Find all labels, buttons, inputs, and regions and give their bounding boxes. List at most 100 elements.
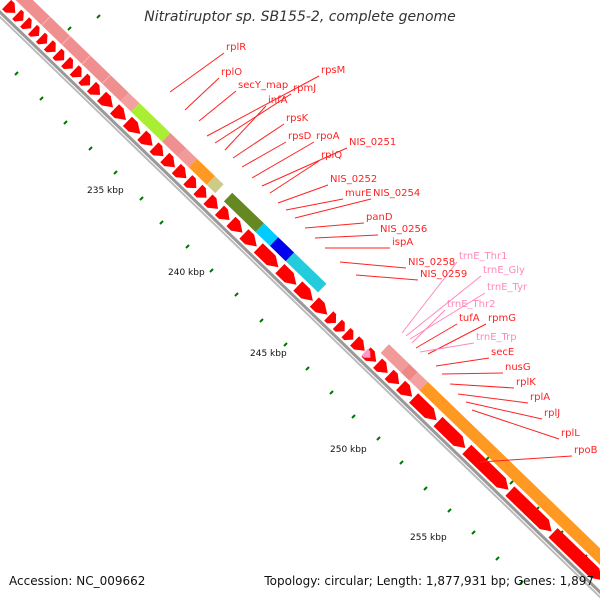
forward-cds-divider [41,16,51,26]
leader-line [184,77,220,111]
leader-line [401,261,458,334]
gene-label: murE [345,188,372,199]
tick-mark [329,390,334,395]
leader-line [314,234,379,239]
gene-label: rpsK [286,113,309,124]
reverse-cds-arrow [203,194,218,209]
reverse-cds-arrow [69,65,82,78]
tick-mark [63,120,68,125]
leader-line [251,141,315,179]
leader-line [435,357,490,367]
leader-line [214,93,292,144]
gene-label: trnE_Trp [476,332,517,343]
tick-mark [209,268,214,273]
leader-line [471,409,560,440]
ruler-label: 245 kbp [250,349,287,359]
ruler-label: 240 kbp [168,268,205,278]
gene-label: rpmG [488,313,516,324]
reverse-cds-arrow [462,444,509,490]
reverse-cds-arrow [110,104,126,120]
reverse-cds-arrow [193,184,207,198]
forward-strand-track [15,0,600,565]
gene-label: rpoA [316,131,340,142]
map-title: Nitratiruptor sp. SB155-2, complete geno… [144,9,456,25]
gene-label: rplO [221,67,242,78]
tick-mark [305,366,310,371]
leader-line [339,261,407,269]
gene-label: ispA [392,237,413,248]
leader-line [224,105,267,151]
forward-cds-4 [162,133,187,157]
gene-label: NIS_0256 [380,224,427,235]
reverse-cds-arrow [309,297,328,315]
gene-label: rplQ [321,150,342,161]
reverse-cds-arrow [226,216,243,233]
forward-cds-13 [400,363,418,381]
leader-line [419,342,475,353]
forward-cds-8 [223,192,264,232]
gene-label: nusG [505,362,531,373]
tick-mark [14,71,19,76]
gene-label: trnE_Tyr [487,282,528,293]
reverse-cds-arrow [214,205,230,220]
tick-mark [259,318,264,323]
ruler-label: 255 kbp [410,533,447,543]
tick-mark [447,508,452,513]
gene-label: tufA [459,313,480,324]
reverse-cds-arrow [122,116,141,134]
tick-mark [39,96,44,101]
leader-line [411,309,446,344]
tick-mark [234,292,239,297]
reverse-cds-arrow [160,152,175,168]
gene-label: trnE_Thr2 [447,299,495,310]
gene-label: rplR [226,42,246,53]
gene-label: secE [491,347,514,358]
leader-line [409,292,486,340]
forward-cds-divider [81,55,91,65]
tick-mark [185,244,190,249]
tick-mark [113,170,118,175]
reverse-cds-arrow [341,328,354,341]
gene-label: rplA [530,392,550,403]
reverse-cds-arrow [20,17,32,30]
trna-marker [361,348,371,358]
reverse-strand-track [2,0,600,580]
reverse-cds-arrow [12,9,24,22]
reverse-cds-arrow [137,130,153,146]
gene-label: trnE_Gly [483,265,525,276]
forward-cds-9 [255,223,279,246]
forward-cds-divider [101,74,111,85]
reverse-cds-arrow [373,358,388,373]
forward-cds-10 [269,237,295,262]
leader-line [457,393,529,404]
reverse-cds-arrow [28,24,40,37]
gene-label: rpmJ [293,83,316,94]
tick-mark [283,342,288,347]
gene-label: rplK [516,377,536,388]
leader-line [285,198,344,211]
label-leader-lines [169,52,573,463]
leader-line [206,75,320,137]
reverse-cds-arrow [149,142,164,157]
reverse-cds-arrow [350,336,365,351]
gene-label: rplL [561,428,580,439]
gene-label: NIS_0251 [349,137,396,148]
ruler-labels: 235 kbp 240 kbp 245 kbp 250 kbp 255 kbp [87,186,447,543]
accession-text: Accession: NC_009662 [9,574,146,588]
leader-line [449,383,515,389]
gene-label: rpsD [288,131,312,142]
forward-cds-11 [285,252,327,293]
gene-label: infA [268,95,288,106]
reverse-cds-arrow [171,163,187,179]
leader-line [294,198,372,219]
gene-label: secY_map [238,80,288,91]
tick-mark [519,580,524,585]
gene-label: NIS_0252 [330,174,377,185]
gene-label: rpoB [574,445,598,456]
leader-line [261,147,348,187]
leader-line [304,222,365,229]
reverse-cds-arrow [433,416,466,448]
